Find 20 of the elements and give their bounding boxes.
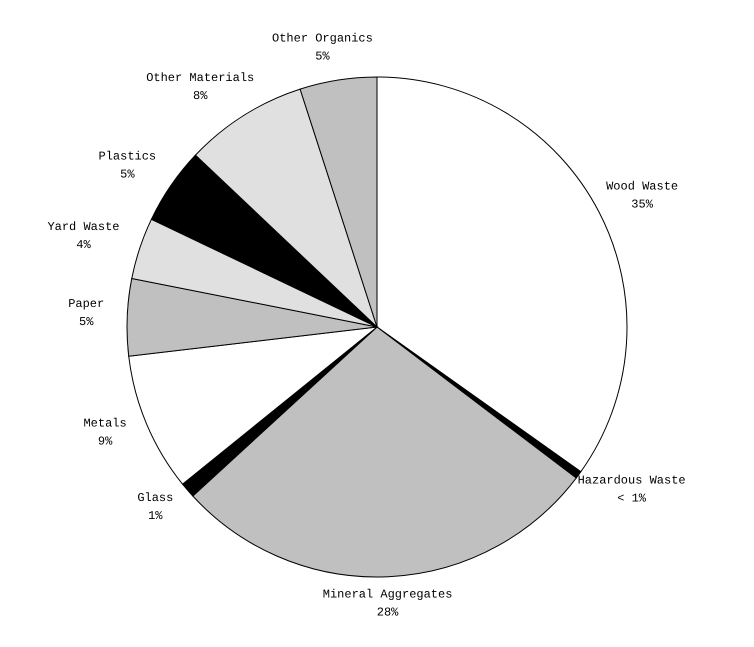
slice-label: Wood Waste	[606, 180, 678, 194]
slice-label: Other Organics	[272, 31, 373, 46]
data-label: 4%	[76, 238, 92, 252]
data-label: 5%	[315, 49, 330, 64]
data-label: 9%	[98, 434, 114, 449]
data-label: 1%	[148, 508, 164, 523]
slice-label: Glass	[137, 490, 174, 505]
data-label: 35%	[631, 198, 654, 212]
slice-label: Yard Waste	[47, 220, 120, 234]
slice-label: Other Materials	[146, 71, 254, 86]
data-label: 28%	[376, 606, 400, 620]
data-label: 5%	[79, 315, 94, 330]
data-label: < 1%	[617, 492, 647, 506]
slice-label: Paper	[68, 297, 104, 312]
data-label: 8%	[193, 89, 208, 104]
slice-label: Hazardous Waste	[578, 474, 686, 488]
slice-label: Metals	[83, 416, 127, 431]
slice-label: Mineral Aggregates	[322, 588, 452, 602]
slice-label: Plastics	[98, 149, 156, 164]
data-label: 5%	[120, 167, 136, 182]
